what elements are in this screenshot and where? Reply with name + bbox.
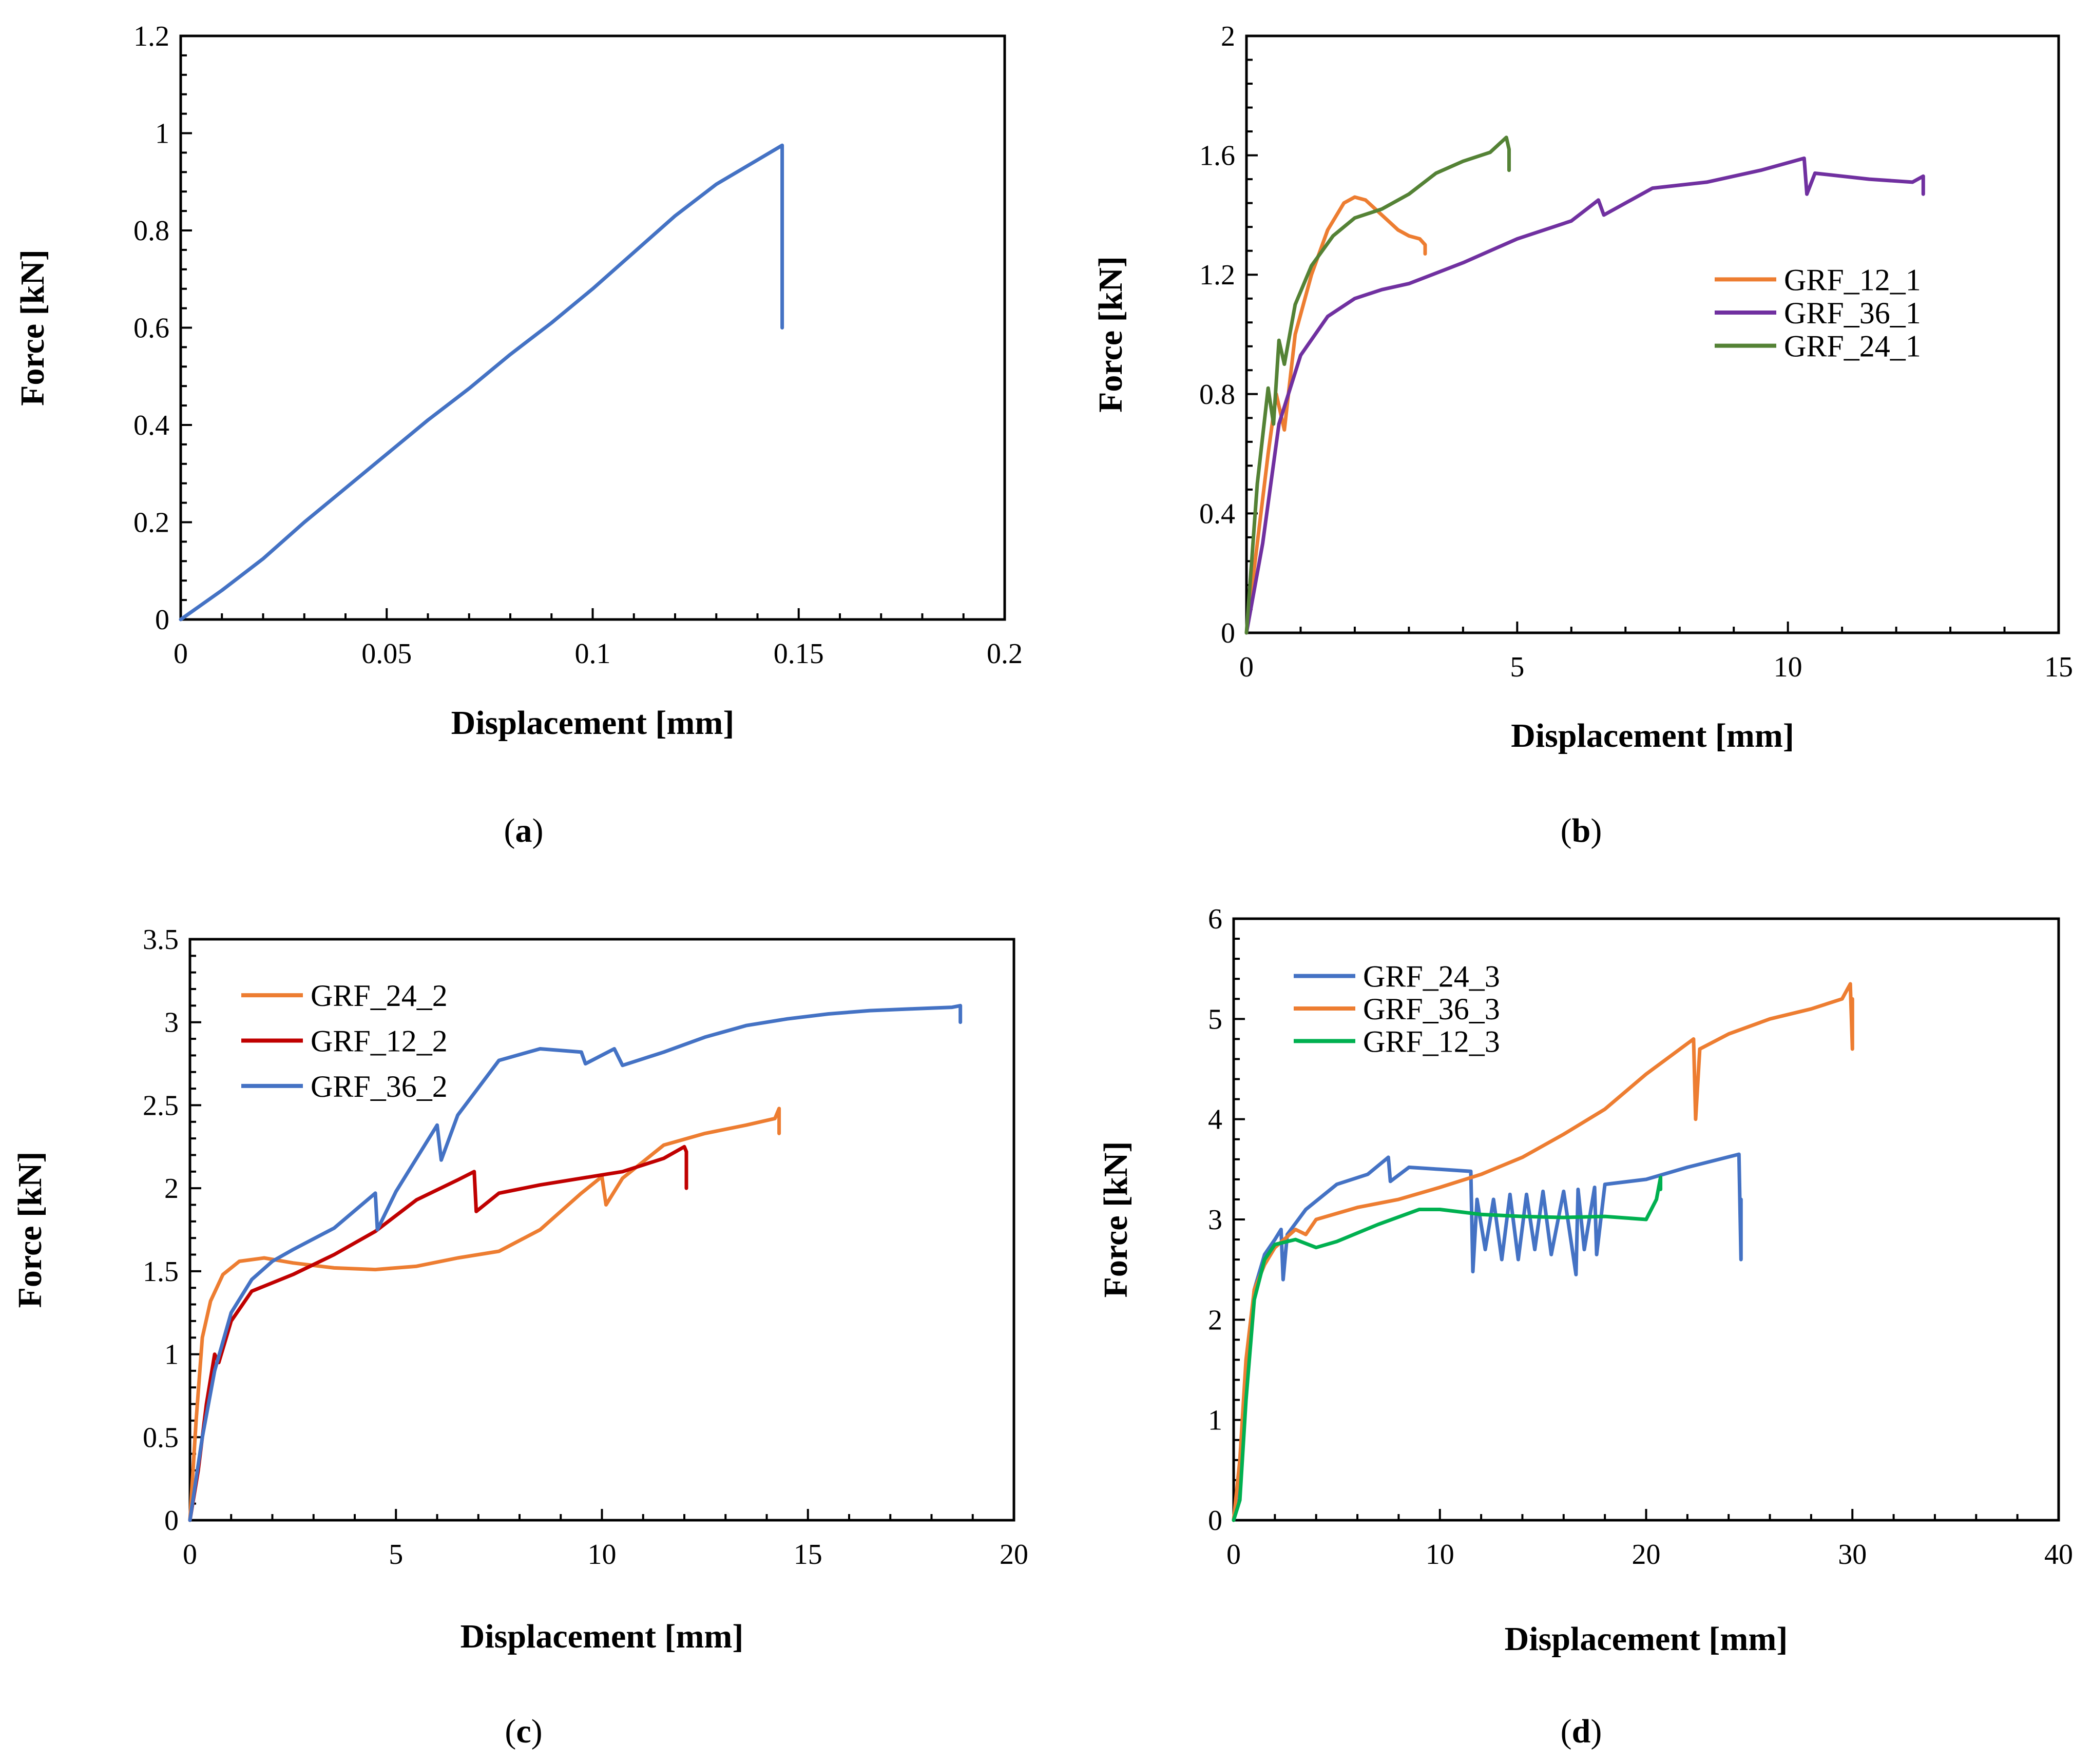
series-line-grf-12-2 bbox=[188, 1145, 688, 1522]
x-axis-title: Displacement [mm] bbox=[451, 704, 735, 742]
x-axis-title: Displacement [mm] bbox=[460, 1618, 744, 1655]
panel-caption-letter: a bbox=[515, 812, 532, 849]
series-line-grf-24-3 bbox=[1232, 1152, 1743, 1522]
y-tick-label: 0.8 bbox=[133, 215, 169, 247]
y-tick-label: 0 bbox=[164, 1505, 179, 1537]
y-tick-label: 1 bbox=[164, 1339, 179, 1371]
y-axis-title: Force [kN] bbox=[1097, 1141, 1135, 1298]
y-tick-label: 3 bbox=[1208, 1204, 1222, 1236]
series-line-grf-24-2 bbox=[188, 1107, 781, 1522]
x-tick-label: 0.05 bbox=[361, 638, 412, 670]
y-tick-label: 2 bbox=[1221, 21, 1235, 52]
x-tick-label: 5 bbox=[1510, 651, 1524, 683]
x-tick-label: 0 bbox=[1239, 651, 1254, 683]
panel-caption-letter: b bbox=[1572, 812, 1591, 849]
y-tick-label: 1.6 bbox=[1199, 140, 1235, 172]
series-line-grf-12-3 bbox=[1232, 1175, 1663, 1522]
y-tick-label: 3 bbox=[164, 1007, 179, 1039]
x-tick-label: 40 bbox=[2044, 1539, 2073, 1571]
x-tick-label: 20 bbox=[1000, 1539, 1028, 1571]
y-tick-label: 6 bbox=[1208, 903, 1222, 935]
x-axis-title: Displacement [mm] bbox=[1511, 717, 1794, 754]
x-tick-label: 0.2 bbox=[987, 638, 1023, 670]
chart-panel-b: 0 5 10 15 0 0.4 0.8 1.2 1.6 2 GRF_12_1GRF_36_1GRF_… bbox=[1092, 21, 2073, 849]
x-tick-label: 0.1 bbox=[575, 638, 611, 670]
y-tick-label: 2.5 bbox=[143, 1090, 179, 1121]
x-tick-label: 0 bbox=[183, 1539, 197, 1571]
y-tick-label: 0.5 bbox=[143, 1422, 179, 1453]
legend-label: GRF_12_3 bbox=[1363, 1024, 1500, 1058]
x-tick-label: 15 bbox=[2044, 651, 2073, 683]
y-tick-label: 1.2 bbox=[1199, 259, 1235, 291]
series-line-a bbox=[179, 143, 784, 622]
x-axis-title: Displacement [mm] bbox=[1505, 1620, 1788, 1658]
panel-caption: (d) bbox=[1561, 1713, 1602, 1750]
panel-caption-letter: c bbox=[516, 1713, 531, 1750]
y-tick-label: 0.2 bbox=[133, 507, 169, 539]
y-axis-title: Force [kN] bbox=[14, 249, 51, 406]
x-tick-label: 10 bbox=[1774, 651, 1802, 683]
x-tick-label: 0 bbox=[174, 638, 188, 670]
x-tick-label: 0 bbox=[1226, 1539, 1241, 1571]
y-tick-label: 0 bbox=[1208, 1505, 1222, 1537]
x-tick-label: 10 bbox=[1426, 1539, 1454, 1571]
legend-label: GRF_12_1 bbox=[1784, 263, 1921, 297]
series-line-grf-36-2 bbox=[188, 1003, 963, 1522]
y-tick-label: 1.2 bbox=[133, 21, 169, 52]
panel-caption-letter: d bbox=[1572, 1713, 1591, 1750]
plot-frame bbox=[1245, 34, 2060, 634]
legend-label: GRF_24_1 bbox=[1784, 329, 1921, 363]
legend-label: GRF_36_3 bbox=[1363, 992, 1500, 1026]
y-tick-label: 1.5 bbox=[143, 1256, 179, 1288]
y-tick-label: 1 bbox=[155, 118, 169, 150]
legend-label: GRF_24_2 bbox=[311, 979, 448, 1013]
y-tick-label: 0.4 bbox=[1199, 498, 1235, 530]
y-tick-label: 4 bbox=[1208, 1104, 1222, 1136]
panel-caption: (b) bbox=[1561, 812, 1602, 849]
legend-label: GRF_12_2 bbox=[311, 1024, 448, 1058]
y-tick-label: 2 bbox=[164, 1173, 179, 1205]
plot-frame bbox=[179, 34, 1006, 621]
panel-caption: (a) bbox=[504, 812, 544, 849]
y-tick-label: 0.8 bbox=[1199, 379, 1235, 411]
series-line-grf-36-1 bbox=[1244, 156, 1925, 635]
y-tick-label: 5 bbox=[1208, 1003, 1222, 1035]
chart-panel-d: 0 10 20 30 40 0 1 2 3 4 5 6 GRF_24_3GRF_36_3GRF_12_3… bbox=[1097, 903, 2073, 1750]
y-axis-title: Force [kN] bbox=[1092, 256, 1129, 413]
x-tick-label: 5 bbox=[389, 1539, 403, 1571]
panel-caption: (c) bbox=[505, 1713, 542, 1750]
series-line-grf-36-3 bbox=[1232, 982, 1854, 1522]
x-tick-label: 10 bbox=[588, 1539, 617, 1571]
chart-panel-a: 0 0.05 0.1 0.15 0.2 0 0.2 0.4 0.6 0.8 1 1.2 Displace… bbox=[14, 21, 1023, 849]
legend: GRF_24_2 GRF_12_2 GRF_36_2 bbox=[241, 979, 448, 1103]
y-tick-label: 0 bbox=[155, 604, 169, 636]
x-tick-label: 0.15 bbox=[774, 638, 824, 670]
y-tick-label: 1 bbox=[1208, 1405, 1222, 1437]
legend-label: GRF_36_1 bbox=[1784, 296, 1921, 330]
legend-label: GRF_36_2 bbox=[311, 1070, 448, 1103]
y-tick-label: 0.4 bbox=[133, 410, 169, 441]
y-tick-label: 0.6 bbox=[133, 313, 169, 344]
chart-panel-c: 0 5 10 15 20 0 0.5 1 1.5 2 2.5 3 3.5 GRF_24_2 GRF_12_2… bbox=[11, 924, 1028, 1750]
legend-label: GRF_24_3 bbox=[1363, 960, 1500, 994]
x-tick-label: 15 bbox=[794, 1539, 822, 1571]
y-tick-label: 2 bbox=[1208, 1304, 1222, 1336]
series-line-grf-24-1 bbox=[1244, 135, 1511, 635]
y-axis-title: Force [kN] bbox=[11, 1152, 49, 1308]
y-tick-label: 0 bbox=[1221, 617, 1235, 649]
x-tick-label: 20 bbox=[1632, 1539, 1661, 1571]
x-tick-label: 30 bbox=[1838, 1539, 1867, 1571]
y-tick-label: 3.5 bbox=[143, 924, 179, 956]
